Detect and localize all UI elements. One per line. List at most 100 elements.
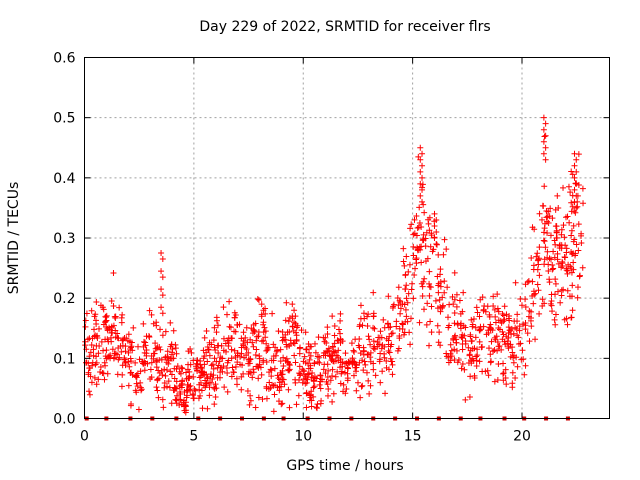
data-point	[563, 315, 570, 322]
data-point	[437, 266, 444, 273]
data-point	[540, 114, 547, 121]
data-point	[263, 359, 270, 366]
data-point	[220, 335, 227, 342]
data-point	[257, 364, 264, 371]
data-point	[370, 313, 377, 320]
data-point	[306, 356, 313, 363]
data-point	[420, 236, 427, 243]
data-point	[156, 344, 163, 351]
data-point	[148, 311, 155, 318]
data-point	[210, 365, 217, 372]
data-point	[547, 232, 554, 239]
data-point	[575, 247, 582, 254]
data-point	[402, 285, 409, 292]
data-point	[474, 352, 481, 359]
data-point	[540, 202, 547, 209]
data-point	[253, 333, 260, 340]
y-tick-label: 0.3	[53, 231, 75, 247]
data-point	[234, 321, 241, 328]
data-point	[98, 338, 105, 345]
data-point	[274, 384, 281, 391]
data-point	[198, 365, 205, 372]
data-point	[514, 332, 521, 339]
data-point	[493, 333, 500, 340]
data-point	[479, 294, 486, 301]
data-point	[135, 343, 142, 350]
data-point	[403, 313, 410, 320]
data-point	[287, 337, 294, 344]
data-point	[413, 232, 420, 239]
data-point	[167, 319, 174, 326]
data-point	[93, 353, 100, 360]
data-point	[419, 198, 426, 205]
data-point	[389, 330, 396, 337]
data-point	[401, 262, 408, 269]
data-point	[571, 174, 578, 181]
data-point	[550, 248, 557, 255]
data-point	[428, 303, 435, 310]
data-point	[363, 369, 370, 376]
data-point	[275, 398, 282, 405]
data-point	[441, 236, 448, 243]
data-point	[416, 204, 423, 211]
data-point	[150, 320, 157, 327]
data-point	[528, 255, 535, 262]
data-point	[424, 300, 431, 307]
data-point	[200, 355, 207, 362]
data-point	[433, 241, 440, 248]
data-point	[526, 307, 533, 314]
grid	[84, 57, 610, 419]
data-point	[423, 229, 430, 236]
data-point	[271, 391, 278, 398]
data-point	[357, 302, 364, 309]
data-point	[522, 319, 529, 326]
data-point	[358, 383, 365, 390]
data-point	[546, 276, 553, 283]
data-point	[140, 338, 147, 345]
data-point	[86, 388, 93, 395]
data-point	[114, 351, 121, 358]
data-point	[209, 361, 216, 368]
data-point	[491, 347, 498, 354]
data-point	[356, 344, 363, 351]
data-point	[417, 144, 424, 151]
data-point	[506, 327, 513, 334]
data-point	[228, 346, 235, 353]
data-point	[417, 180, 424, 187]
data-point	[573, 180, 580, 187]
data-point	[201, 334, 208, 341]
data-point	[534, 250, 541, 257]
data-point	[447, 341, 454, 348]
data-point	[220, 347, 227, 354]
data-point	[327, 377, 334, 384]
data-point	[353, 387, 360, 394]
data-point	[162, 353, 169, 360]
data-point	[133, 389, 140, 396]
data-point	[386, 349, 393, 356]
data-point	[527, 317, 534, 324]
data-point	[82, 317, 89, 324]
data-point	[182, 409, 189, 416]
data-point	[360, 310, 367, 317]
data-point	[573, 204, 580, 211]
data-point	[237, 353, 244, 360]
data-point	[286, 342, 293, 349]
data-point	[181, 388, 188, 395]
data-point	[430, 246, 437, 253]
data-point	[179, 378, 186, 385]
data-point	[246, 401, 253, 408]
data-point	[82, 342, 89, 349]
data-point	[249, 374, 256, 381]
data-point	[558, 226, 565, 233]
data-point	[356, 359, 363, 366]
data-point	[348, 340, 355, 347]
data-point	[190, 395, 197, 402]
data-point	[96, 325, 103, 332]
data-point	[395, 302, 402, 309]
data-point	[535, 287, 542, 294]
data-point	[569, 282, 576, 289]
data-point	[103, 317, 110, 324]
data-point	[387, 355, 394, 362]
data-point	[164, 348, 171, 355]
data-point	[280, 376, 287, 383]
